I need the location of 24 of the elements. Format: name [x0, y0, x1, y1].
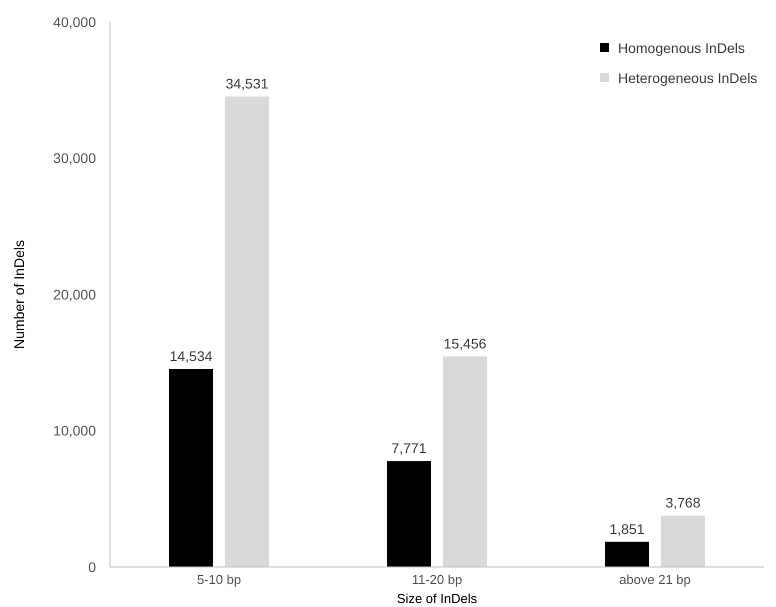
bar — [225, 96, 269, 567]
bar — [387, 461, 431, 567]
bar — [443, 356, 487, 567]
data-label: 34,531 — [226, 76, 269, 92]
y-tick-label: 40,000 — [53, 14, 96, 30]
bar — [605, 542, 649, 567]
x-tick-label: 5-10 bp — [196, 572, 242, 587]
y-tick-label: 0 — [88, 558, 96, 575]
x-axis-title: Size of InDels — [396, 591, 478, 606]
bar — [169, 368, 213, 567]
bar — [661, 516, 705, 567]
data-label: 7,771 — [391, 440, 427, 456]
x-tick-label: 11-20 bp — [412, 572, 462, 587]
y-tick-label: 10,000 — [53, 422, 96, 439]
y-tick-label: 30,000 — [53, 150, 96, 166]
data-label: 1,851 — [609, 520, 645, 537]
x-tick-label: above 21 bp — [619, 572, 691, 587]
data-label: 14,534 — [170, 348, 213, 364]
legend-label: Heterogeneous InDels — [618, 70, 758, 86]
y-tick-label: 20,000 — [53, 286, 96, 302]
legend-label: Homogenous InDels — [618, 40, 745, 56]
y-axis-title: Number of InDels — [11, 240, 27, 349]
data-label: 15,456 — [444, 335, 487, 352]
data-label: 3,768 — [665, 494, 701, 511]
